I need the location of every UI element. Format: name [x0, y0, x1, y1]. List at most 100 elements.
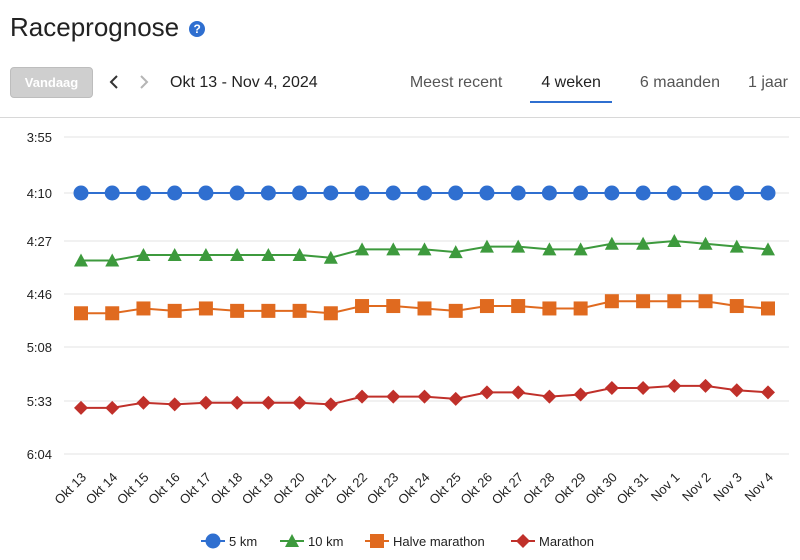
date-range: Okt 13 - Nov 4, 2024 [170, 74, 318, 91]
legend-item[interactable]: 10 km [280, 534, 343, 549]
x-tick-label: Okt 17 [176, 470, 214, 508]
x-tick-label: Okt 22 [332, 470, 370, 508]
data-point [323, 306, 338, 321]
data-point [74, 400, 88, 415]
data-point [386, 389, 401, 404]
data-point [573, 242, 588, 256]
legend-label: Halve marathon [393, 534, 485, 549]
data-point [635, 185, 651, 201]
data-point [292, 395, 307, 410]
data-point [105, 306, 120, 321]
data-point [135, 185, 151, 201]
data-point [230, 303, 245, 318]
data-point [261, 395, 276, 410]
title-row: Raceprognose ? [10, 10, 206, 44]
data-point [698, 236, 713, 250]
legend-item[interactable]: Halve marathon [365, 534, 485, 549]
data-point [573, 301, 588, 316]
series-2 [74, 294, 775, 321]
x-tick-label: Nov 2 [679, 470, 714, 505]
data-point [198, 301, 213, 316]
legend-marker [285, 534, 299, 547]
data-point [604, 381, 619, 396]
next-period-button[interactable] [134, 69, 154, 95]
data-point [510, 185, 526, 201]
y-tick-label: 4:27 [27, 234, 52, 249]
tab-1-year[interactable]: 1 jaar [747, 74, 788, 91]
data-point [636, 294, 651, 309]
data-point [292, 185, 308, 201]
x-tick-label: Okt 15 [114, 470, 152, 508]
data-point [417, 389, 432, 404]
data-point [666, 185, 682, 201]
data-point [136, 395, 151, 410]
x-tick-label: Nov 4 [741, 470, 776, 505]
toolbar: Vandaag Okt 13 - Nov 4, 2024 Meest recen… [10, 67, 790, 103]
data-point [136, 247, 151, 261]
y-tick-label: 4:10 [27, 186, 52, 201]
y-tick-label: 3:55 [27, 130, 52, 145]
x-tick-label: Okt 25 [426, 470, 464, 508]
data-point [604, 294, 619, 309]
previous-period-button[interactable] [104, 69, 124, 95]
data-point [355, 242, 370, 256]
data-point [448, 303, 463, 318]
tab-6-months[interactable]: 6 maanden [639, 74, 720, 91]
x-tick-label: Okt 31 [614, 470, 652, 508]
data-point [698, 294, 713, 309]
data-point [261, 303, 276, 318]
data-point [573, 185, 589, 201]
data-point [198, 185, 214, 201]
legend-marker [516, 534, 530, 548]
divider [0, 117, 800, 118]
data-point [417, 242, 432, 256]
help-icon[interactable]: ? [189, 21, 206, 37]
data-point [636, 381, 651, 396]
series-layer [73, 185, 776, 415]
x-tick-label: Okt 16 [145, 470, 183, 508]
chevron-left-icon [109, 75, 118, 89]
data-point [667, 294, 682, 309]
page-title: Raceprognose [10, 11, 180, 42]
data-point [760, 185, 776, 201]
x-tick-label: Okt 30 [582, 470, 620, 508]
legend: 5 km 10 km Halve marathon Marathon [201, 533, 594, 550]
tab-most-recent[interactable]: Meest recent [409, 74, 503, 91]
y-tick-label: 5:33 [27, 394, 52, 409]
x-tick-label: Okt 13 [51, 470, 89, 508]
data-point [261, 247, 276, 261]
chevron-right-icon [140, 75, 149, 89]
data-point [479, 385, 494, 400]
data-point [198, 395, 213, 410]
x-tick-label: Okt 28 [520, 470, 558, 508]
series-3 [74, 378, 775, 415]
data-point [761, 242, 775, 256]
data-point [292, 303, 307, 318]
data-point [355, 299, 370, 314]
data-point [542, 389, 557, 404]
data-point [417, 185, 432, 201]
data-point [604, 185, 620, 201]
data-point [636, 236, 651, 250]
today-button[interactable]: Vandaag [10, 67, 93, 98]
series-0 [73, 185, 776, 201]
data-point [511, 385, 526, 400]
x-tick-label: Okt 23 [364, 470, 402, 508]
data-point [479, 239, 494, 253]
tab-4-weeks[interactable]: 4 weken [530, 67, 612, 105]
data-point [73, 185, 89, 201]
range-tabs: Meest recent 4 weken 6 maanden 1 jaar [410, 67, 790, 105]
legend-item[interactable]: Marathon [511, 534, 594, 549]
data-point [323, 397, 338, 412]
data-point [417, 301, 432, 316]
data-point [167, 303, 182, 318]
data-point [167, 185, 183, 201]
data-point [230, 395, 245, 410]
legend-marker [205, 533, 221, 549]
x-tick-label: Okt 29 [551, 470, 589, 508]
legend-item[interactable]: 5 km [201, 533, 257, 550]
data-point [167, 247, 182, 261]
data-point [698, 378, 713, 393]
